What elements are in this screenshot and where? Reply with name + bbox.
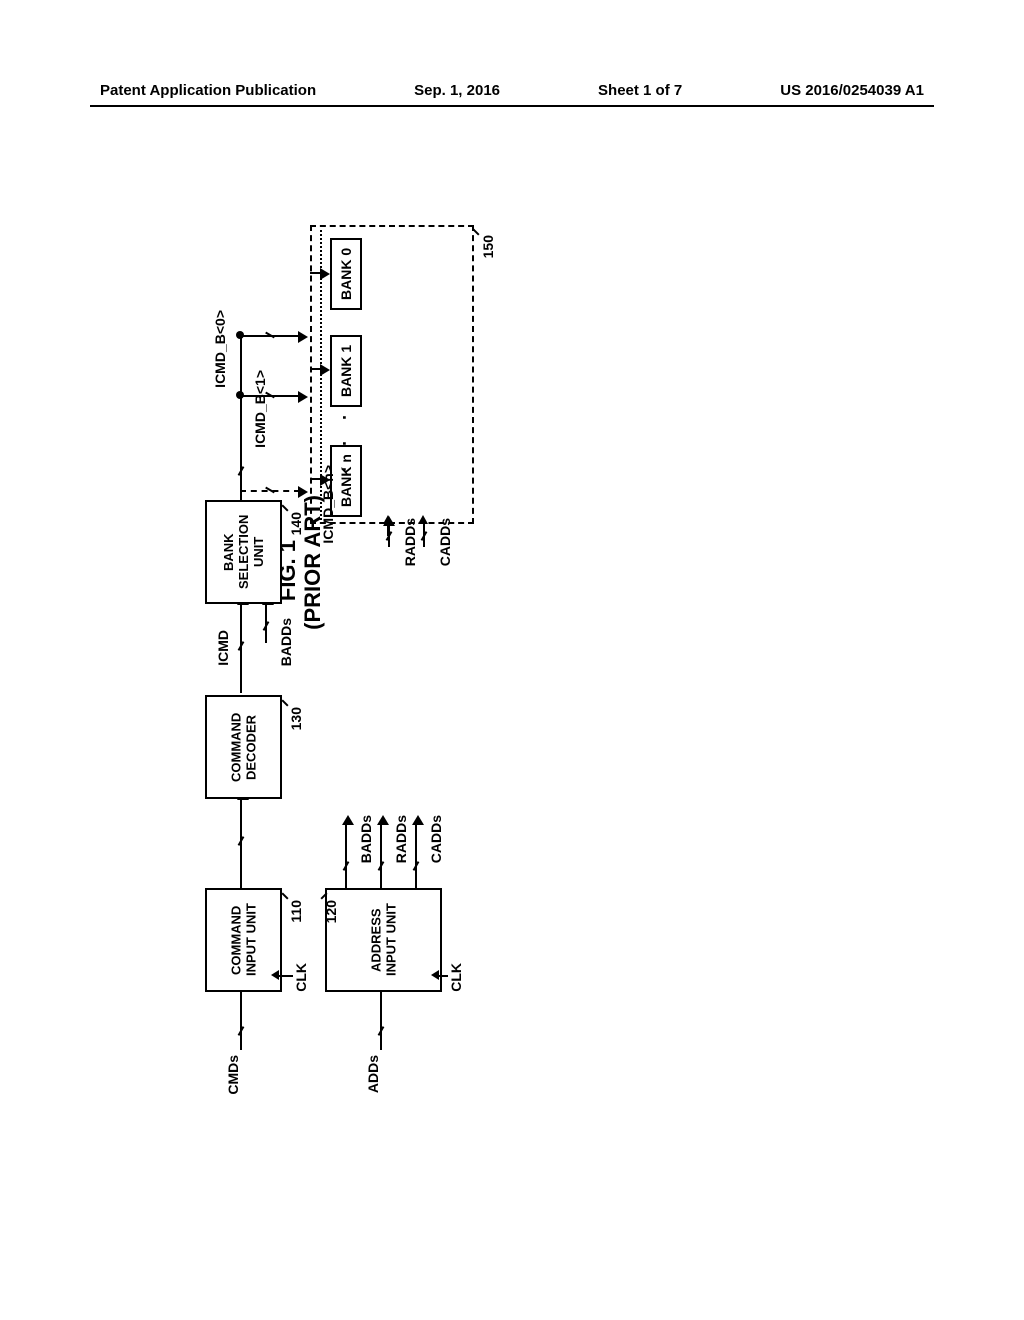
address-input-unit-block: ADDRESS INPUT UNIT bbox=[325, 888, 442, 992]
adds-label: ADDs bbox=[365, 1055, 381, 1093]
cmds-arrow bbox=[240, 990, 242, 1050]
bank0-arrow-in bbox=[310, 272, 322, 274]
cadds-in-label: CADDs bbox=[437, 518, 453, 566]
radds-out-label: RADDs bbox=[393, 815, 409, 863]
ref-140: 140 bbox=[288, 512, 304, 535]
bank-selection-unit-block: BANK SELECTION UNIT bbox=[205, 500, 282, 604]
cadds-out-label: CADDs bbox=[428, 815, 444, 863]
command-decoder-block: COMMAND DECODER bbox=[205, 695, 282, 799]
bank-1-box: BANK 1 bbox=[330, 335, 362, 407]
cadds-out-arrow bbox=[415, 823, 417, 888]
ref-130-tick bbox=[281, 699, 288, 706]
bank-0-box: BANK 0 bbox=[330, 238, 362, 310]
ref-110: 110 bbox=[288, 900, 304, 923]
bankn-arrow-in bbox=[310, 478, 322, 480]
icmd-b1-label: ICMD_B<1> bbox=[252, 370, 268, 448]
ref-110-tick bbox=[281, 892, 288, 899]
icmd-label: ICMD bbox=[215, 630, 231, 666]
icmd-bus-main bbox=[240, 335, 242, 500]
clk-cmd-arrow bbox=[271, 970, 279, 980]
bank1-arrow-in bbox=[310, 368, 322, 370]
radds-in-label: RADDs bbox=[402, 518, 418, 566]
clk-cmd-line bbox=[278, 975, 293, 977]
header-center: Sep. 1, 2016 bbox=[414, 82, 500, 99]
adds-arrow bbox=[380, 990, 382, 1050]
header-left: Patent Application Publication bbox=[100, 82, 316, 99]
badds-in-label: BADDs bbox=[278, 618, 294, 666]
header-underline bbox=[90, 105, 934, 107]
ref-130: 130 bbox=[288, 707, 304, 730]
radds-out-arrow bbox=[380, 823, 382, 888]
clk-cmd-label: CLK bbox=[293, 963, 309, 992]
header-right: US 2016/0254039 A1 bbox=[780, 82, 924, 99]
clk-addr-label: CLK bbox=[448, 963, 464, 992]
clk-addr-line bbox=[438, 975, 448, 977]
bank-n-box: BANK n bbox=[330, 445, 362, 517]
cmds-label: CMDs bbox=[225, 1055, 241, 1095]
badds-out-arrow bbox=[345, 823, 347, 888]
radds-arrowhead-in bbox=[383, 515, 393, 524]
block-diagram: CMDs COMMAND INPUT UNIT 110 CLK ADDs ADD… bbox=[160, 200, 860, 1100]
ref-120: 120 bbox=[323, 900, 339, 923]
ref-150: 150 bbox=[480, 235, 496, 258]
page-header: Patent Application Publication Sep. 1, 2… bbox=[0, 82, 1024, 99]
header-sheet: Sheet 1 of 7 bbox=[598, 82, 682, 99]
cadds-arrowhead-in bbox=[418, 515, 428, 524]
icmd-b0-label: ICMD_B<0> bbox=[212, 310, 228, 388]
clk-addr-arrow bbox=[431, 970, 439, 980]
ref-140-tick bbox=[281, 504, 288, 511]
badds-out-label: BADDs bbox=[358, 815, 374, 863]
